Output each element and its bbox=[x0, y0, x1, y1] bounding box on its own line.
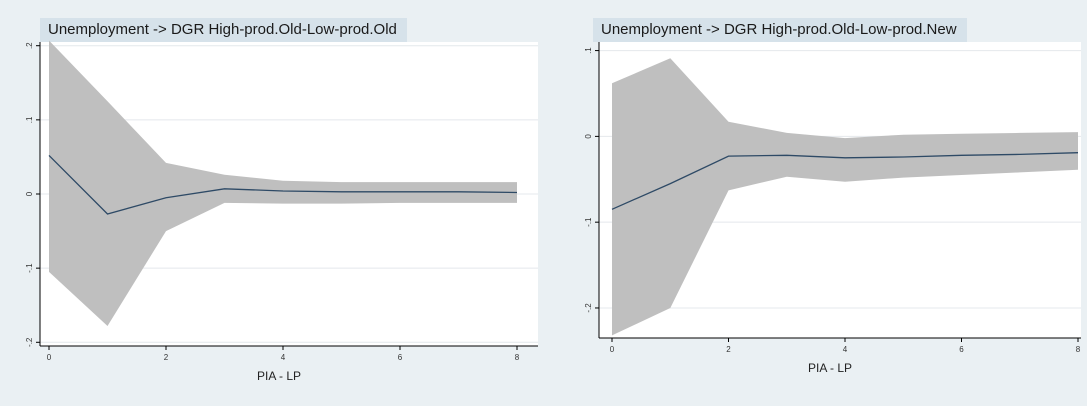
y-tick-label: .1 bbox=[25, 116, 34, 123]
y-tick-label: -.1 bbox=[25, 263, 34, 273]
y-tick-label: .2 bbox=[25, 42, 34, 49]
x-tick-label: 2 bbox=[164, 353, 169, 362]
x-axis-title: PIA - LP bbox=[808, 361, 852, 375]
series-line bbox=[611, 152, 1079, 210]
y-tick-label: 0 bbox=[25, 191, 34, 196]
x-tick-label: 8 bbox=[515, 353, 520, 362]
confidence-band bbox=[612, 58, 1078, 336]
x-tick-label: 6 bbox=[959, 345, 964, 354]
x-tick-label: 0 bbox=[610, 345, 615, 354]
x-axis-title: PIA - LP bbox=[257, 369, 301, 383]
chart-title: Unemployment -> DGR High-prod.Old-Low-pr… bbox=[40, 18, 407, 42]
x-tick-label: 0 bbox=[47, 353, 52, 362]
confidence-band bbox=[49, 40, 517, 326]
x-tick-label: 2 bbox=[726, 345, 731, 354]
y-tick-label: -.2 bbox=[25, 337, 34, 347]
x-tick-label: 4 bbox=[843, 345, 848, 354]
x-tick-label: 8 bbox=[1076, 345, 1081, 354]
chart-title: Unemployment -> DGR High-prod.Old-Low-pr… bbox=[593, 18, 967, 42]
chart-svg: -.2 -.1 0 .1 .2 0 2 4 6 8 PIA - LP bbox=[25, 40, 538, 383]
chart-panel-left: Unemployment -> DGR High-prod.Old-Low-pr… bbox=[0, 0, 543, 406]
x-tick-label: 6 bbox=[398, 353, 403, 362]
x-tick-label: 4 bbox=[281, 353, 286, 362]
series-line bbox=[48, 154, 518, 215]
y-tick-label: 0 bbox=[584, 134, 593, 139]
chart-panel-right: Unemployment -> DGR High-prod.Old-Low-pr… bbox=[543, 0, 1087, 406]
y-tick-label: -.1 bbox=[584, 217, 593, 227]
chart-svg: -.2 -.1 0 .1 0 2 4 6 8 PIA - LP bbox=[584, 42, 1081, 375]
y-tick-label: .1 bbox=[584, 47, 593, 54]
y-tick-label: -.2 bbox=[584, 303, 593, 313]
